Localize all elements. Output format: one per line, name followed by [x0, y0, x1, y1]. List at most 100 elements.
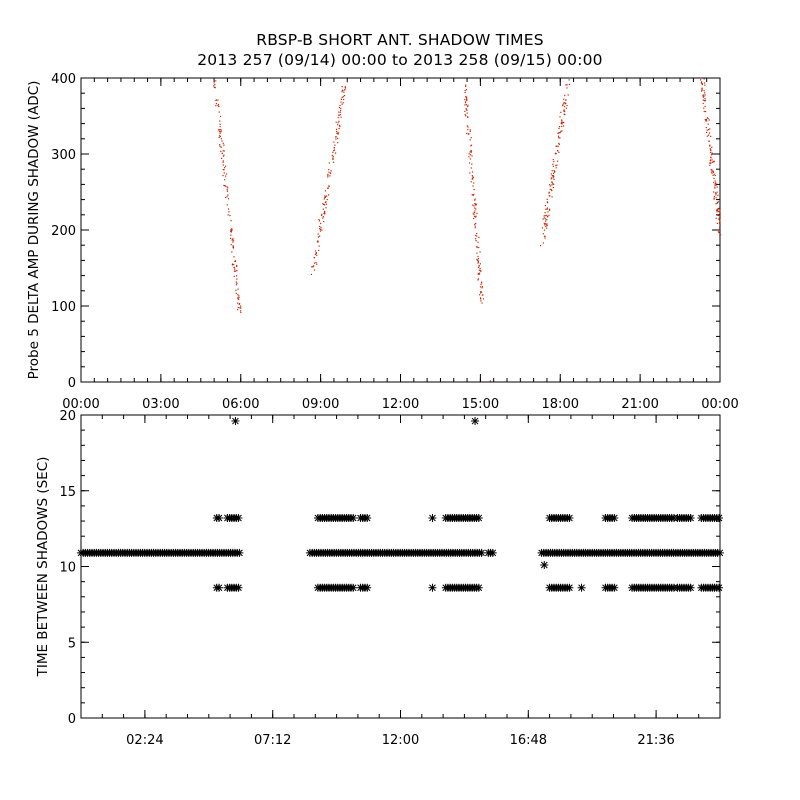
amplitude-point	[558, 142, 560, 145]
amplitude-point	[563, 109, 565, 111]
amplitude-point	[710, 169, 712, 171]
amplitude-point	[471, 163, 473, 165]
amplitude-point	[546, 223, 548, 225]
amplitude-point	[551, 196, 553, 198]
amplitude-point	[564, 94, 566, 97]
amplitude-point	[465, 108, 468, 110]
amplitude-point	[713, 198, 715, 200]
amplitude-point	[340, 116, 342, 118]
amplitude-point	[566, 87, 568, 89]
amplitude-point	[544, 204, 547, 207]
amplitude-point	[475, 234, 477, 237]
amplitude-point	[465, 101, 467, 103]
amplitude-point	[719, 227, 721, 229]
amplitude-point	[228, 211, 230, 213]
amplitude-point	[542, 242, 544, 244]
bottom-plot-frame	[80, 414, 721, 719]
amplitude-point	[549, 188, 551, 190]
amplitude-point	[704, 94, 706, 96]
amplitude-point	[232, 246, 234, 248]
amplitude-point	[472, 176, 474, 178]
amplitude-point	[708, 132, 711, 134]
amplitude-point	[237, 306, 239, 309]
amplitude-point	[466, 125, 468, 127]
bottom-x-tick-label: 21:36	[637, 733, 674, 748]
amplitude-point	[326, 195, 328, 197]
amplitude-point	[219, 132, 221, 134]
amplitude-point	[709, 144, 711, 146]
amplitude-point	[560, 130, 562, 132]
amplitude-point	[565, 107, 567, 109]
amplitude-point	[479, 294, 481, 296]
amplitude-point	[713, 177, 715, 179]
amplitude-point	[707, 117, 709, 120]
amplitude-point	[553, 178, 555, 180]
amplitude-point	[553, 170, 555, 172]
shadow-interval-point	[234, 583, 243, 592]
amplitude-point	[476, 259, 479, 261]
amplitude-point	[335, 128, 338, 130]
amplitude-point	[338, 111, 340, 113]
shadow-interval-point	[363, 583, 372, 592]
amplitude-point	[478, 269, 480, 271]
amplitude-point	[227, 198, 230, 200]
amplitude-point	[716, 211, 718, 213]
amplitude-point	[553, 171, 556, 173]
amplitude-point	[703, 78, 705, 80]
shadow-interval-point	[715, 548, 724, 557]
amplitude-point	[344, 86, 347, 88]
amplitude-point	[219, 115, 222, 118]
amplitude-point	[315, 261, 317, 264]
amplitude-point	[343, 94, 346, 97]
amplitude-point	[705, 131, 708, 133]
amplitude-point	[329, 175, 331, 177]
amplitude-point	[238, 296, 240, 299]
amplitude-point	[315, 263, 318, 265]
amplitude-point	[324, 211, 326, 214]
amplitude-point	[318, 220, 321, 222]
amplitude-point	[313, 269, 316, 271]
amplitude-point	[716, 186, 718, 188]
amplitude-point	[475, 203, 477, 205]
amplitude-point	[552, 175, 555, 177]
amplitude-point	[701, 88, 703, 90]
bottom-y-tick-label: 15	[59, 485, 76, 500]
amplitude-point	[477, 260, 479, 262]
amplitude-point	[564, 102, 566, 104]
amplitude-point	[481, 294, 483, 296]
amplitude-point	[702, 102, 704, 105]
amplitude-point	[233, 266, 235, 269]
amplitude-point	[230, 237, 232, 239]
amplitude-point	[473, 215, 476, 217]
amplitude-point	[482, 298, 485, 300]
amplitude-point	[213, 78, 215, 81]
amplitude-point	[712, 170, 714, 172]
amplitude-point	[702, 96, 704, 98]
amplitude-point	[706, 117, 708, 119]
amplitude-point	[714, 187, 716, 189]
amplitude-point	[226, 186, 228, 188]
amplitude-point	[716, 202, 718, 204]
top-x-tick-label: 06:00	[222, 397, 259, 412]
amplitude-point	[546, 207, 548, 209]
shadow-interval-point	[214, 514, 223, 523]
amplitude-point	[477, 279, 479, 281]
amplitude-point	[542, 218, 544, 220]
amplitude-point	[465, 89, 468, 91]
amplitude-point	[709, 151, 712, 153]
amplitude-point	[213, 82, 215, 84]
amplitude-point	[703, 107, 705, 109]
amplitude-point	[556, 160, 559, 162]
amplitude-point	[471, 177, 473, 179]
amplitude-point	[328, 185, 330, 187]
amplitude-point	[703, 90, 705, 92]
amplitude-point	[702, 99, 704, 101]
amplitude-point	[328, 171, 330, 173]
amplitude-point	[324, 190, 327, 192]
amplitude-point	[550, 173, 552, 175]
amplitude-point	[562, 105, 564, 107]
amplitude-point	[474, 207, 476, 209]
amplitude-point	[322, 208, 324, 210]
amplitude-point	[315, 252, 317, 255]
top-x-tick-label: 21:00	[621, 397, 658, 412]
